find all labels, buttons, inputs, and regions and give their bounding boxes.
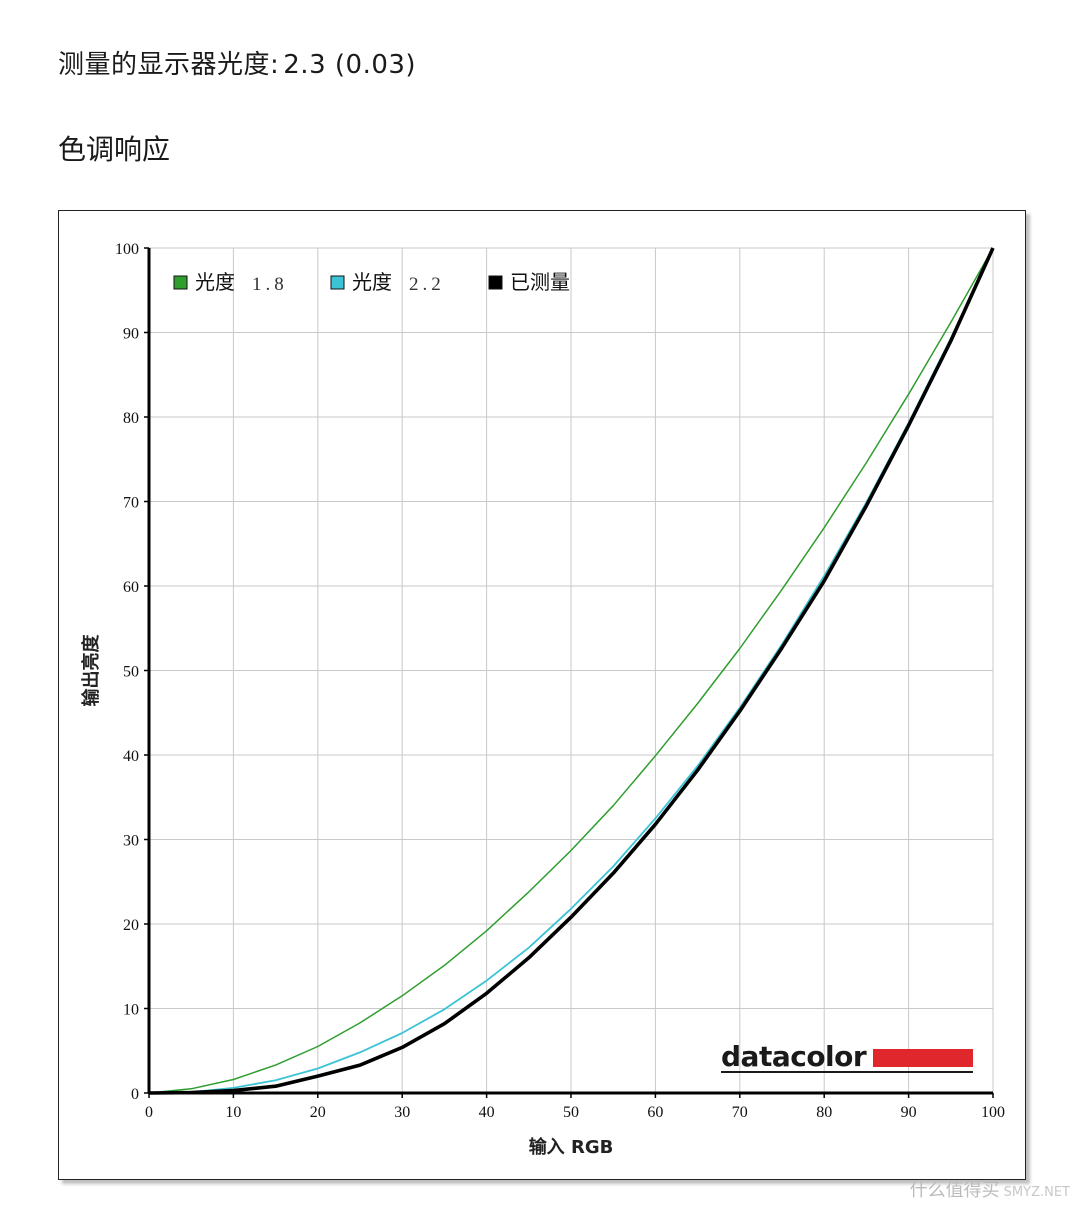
x-tick-label: 0 bbox=[145, 1104, 153, 1121]
y-tick-labels: 0 10 20 30 40 50 60 70 80 90 100 bbox=[115, 241, 149, 1103]
gamma-value: 2.3 (0.03) bbox=[283, 50, 417, 80]
chart-grid bbox=[148, 247, 994, 1094]
chart-series bbox=[148, 247, 995, 1095]
tone-response-chart-frame: 0 10 20 30 40 50 60 70 80 90 100 0 10 20 30 40 50 60 70 80… bbox=[58, 210, 1026, 1180]
watermark-text: 什么值得买 bbox=[909, 1180, 1000, 1201]
datacolor-logo: datacolor bbox=[721, 1040, 973, 1073]
legend-item-gamma-1-8: 光度 1.8 bbox=[173, 270, 288, 295]
site-watermark: 什么值得买 SMYZ.NET bbox=[910, 1176, 1070, 1202]
x-tick-label: 70 bbox=[732, 1104, 748, 1121]
y-axis-label: 输出亮度 bbox=[80, 634, 102, 707]
x-tick-label: 40 bbox=[479, 1104, 495, 1121]
y-tick-label: 40 bbox=[123, 748, 139, 765]
x-tick-label: 50 bbox=[563, 1104, 579, 1121]
x-tick-label: 60 bbox=[647, 1104, 663, 1121]
y-tick-label: 0 bbox=[131, 1086, 139, 1103]
legend-value: 1.8 bbox=[252, 274, 288, 295]
legend-item-measured: 已测量 bbox=[488, 270, 570, 294]
y-tick-label: 10 bbox=[123, 1002, 139, 1019]
series-line-measured bbox=[148, 247, 995, 1095]
x-tick-label: 30 bbox=[394, 1104, 410, 1121]
x-tick-label: 10 bbox=[225, 1104, 241, 1121]
legend-label: 光度 bbox=[352, 270, 392, 294]
legend-value: 2.2 bbox=[409, 274, 445, 295]
chart-legend: 光度 1.8 光度 2.2 已测量 bbox=[173, 270, 570, 295]
legend-swatch bbox=[488, 275, 503, 290]
measured-gamma-line: 测量的显示器光度: 2.3 (0.03) bbox=[58, 44, 416, 81]
series-line-gamma-1-8 bbox=[148, 247, 994, 1094]
x-axis-label: 输入 RGB bbox=[529, 1136, 614, 1158]
legend-item-gamma-2-2: 光度 2.2 bbox=[330, 270, 445, 295]
legend-label: 光度 bbox=[195, 270, 235, 294]
tone-response-chart: 0 10 20 30 40 50 60 70 80 90 100 0 10 20 30 40 50 60 70 80… bbox=[80, 241, 1005, 1158]
y-tick-label: 70 bbox=[123, 495, 139, 512]
y-tick-label: 30 bbox=[123, 833, 139, 850]
y-tick-label: 60 bbox=[123, 579, 139, 596]
x-tick-label: 20 bbox=[310, 1104, 326, 1121]
legend-label: 已测量 bbox=[510, 270, 570, 294]
y-tick-label: 50 bbox=[123, 664, 139, 681]
brand-accent-bar bbox=[873, 1049, 973, 1067]
x-tick-label: 90 bbox=[901, 1104, 917, 1121]
y-tick-label: 90 bbox=[123, 326, 139, 343]
section-title: 色调响应 bbox=[58, 133, 171, 166]
x-tick-labels: 0 10 20 30 40 50 60 70 80 90 100 bbox=[145, 1093, 1005, 1121]
legend-swatch bbox=[330, 275, 345, 290]
watermark-sub: SMYZ.NET bbox=[1003, 1185, 1070, 1200]
y-tick-label: 80 bbox=[123, 410, 139, 427]
legend-swatch bbox=[173, 275, 188, 290]
y-tick-label: 100 bbox=[115, 241, 139, 258]
x-tick-label: 80 bbox=[816, 1104, 832, 1121]
gamma-label: 测量的显示器光度: bbox=[58, 50, 280, 80]
y-tick-label: 20 bbox=[123, 917, 139, 934]
x-tick-label: 100 bbox=[981, 1104, 1005, 1121]
brand-name: datacolor bbox=[721, 1040, 867, 1073]
series-line-gamma-2-2 bbox=[148, 247, 994, 1094]
